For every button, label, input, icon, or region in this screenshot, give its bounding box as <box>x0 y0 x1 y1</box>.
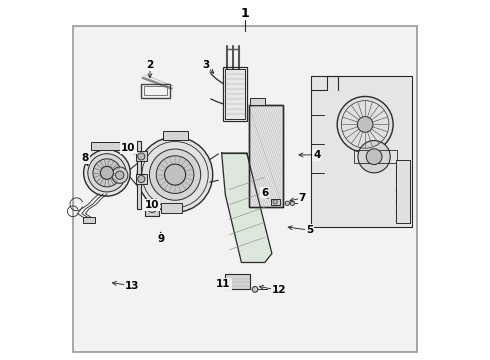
Bar <box>136 152 147 161</box>
Circle shape <box>100 166 114 179</box>
Bar <box>311 76 412 226</box>
Circle shape <box>88 154 126 192</box>
Circle shape <box>358 140 390 173</box>
Text: 5: 5 <box>306 225 313 235</box>
Bar <box>136 174 147 184</box>
Circle shape <box>137 137 213 212</box>
Circle shape <box>290 201 294 206</box>
Polygon shape <box>221 153 272 262</box>
Text: 10: 10 <box>121 143 136 153</box>
Text: 10: 10 <box>145 200 159 210</box>
Bar <box>225 69 245 119</box>
Text: 11: 11 <box>216 279 231 289</box>
Text: 2: 2 <box>147 60 153 70</box>
Bar <box>248 105 283 207</box>
Bar <box>144 86 167 95</box>
Bar <box>137 141 141 208</box>
Circle shape <box>149 149 201 200</box>
Bar <box>225 274 250 289</box>
Bar <box>145 199 159 216</box>
Bar <box>395 160 410 223</box>
Text: 13: 13 <box>125 281 139 291</box>
Circle shape <box>366 149 382 165</box>
Text: 1: 1 <box>241 7 249 20</box>
Circle shape <box>285 201 290 206</box>
Text: 8: 8 <box>82 153 89 163</box>
Text: 12: 12 <box>272 285 286 296</box>
Circle shape <box>252 287 258 292</box>
Text: 6: 6 <box>261 188 269 198</box>
Text: 7: 7 <box>299 193 306 203</box>
Circle shape <box>112 167 128 183</box>
Bar <box>91 141 123 149</box>
Circle shape <box>273 200 277 204</box>
Circle shape <box>84 149 130 196</box>
Bar <box>248 105 283 207</box>
Circle shape <box>147 202 157 212</box>
Circle shape <box>337 96 393 152</box>
Circle shape <box>116 171 124 179</box>
Text: 9: 9 <box>157 234 164 244</box>
Bar <box>161 203 182 213</box>
Circle shape <box>138 153 145 160</box>
Bar <box>354 150 397 163</box>
Circle shape <box>138 175 145 183</box>
Circle shape <box>93 159 121 187</box>
Text: 3: 3 <box>202 60 209 70</box>
Bar <box>223 67 247 121</box>
Text: 4: 4 <box>313 150 320 160</box>
Bar <box>271 199 280 205</box>
Bar <box>82 217 96 223</box>
Bar <box>250 98 265 105</box>
Circle shape <box>156 156 194 193</box>
Circle shape <box>357 117 373 132</box>
Bar <box>163 131 188 140</box>
Circle shape <box>165 164 186 185</box>
Bar <box>141 84 170 98</box>
